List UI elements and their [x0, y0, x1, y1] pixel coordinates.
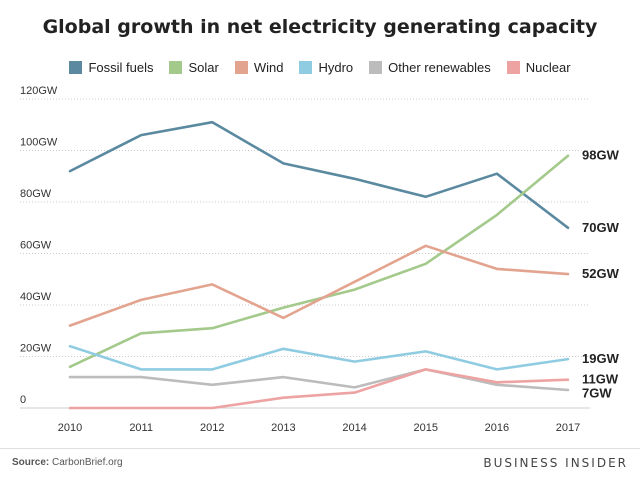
- y-tick-label: 80GW: [20, 188, 52, 200]
- x-tick-label: 2015: [413, 422, 437, 434]
- series-line-solar: [68, 154, 570, 369]
- x-tick-label: 2011: [129, 422, 153, 434]
- x-tick-label: 2012: [200, 422, 224, 434]
- chart-title: Global growth in net electricity generat…: [42, 16, 598, 38]
- legend-label: Wind: [253, 60, 284, 75]
- series-line-nuclear: [68, 368, 570, 410]
- y-tick-label: 0: [20, 394, 26, 406]
- legend-item: Other renewables: [369, 60, 491, 75]
- legend-swatch: [234, 61, 248, 74]
- y-tick-label: 40GW: [20, 291, 52, 303]
- y-tick-label: 120GW: [20, 85, 58, 97]
- end-value-label: 52GW: [582, 266, 620, 281]
- x-tick-label: 2010: [58, 422, 82, 434]
- footer-divider: [0, 448, 640, 449]
- line-chart: 0 20GW 40GW 60GW 80GW 100GW 120GW 2010 2011 2012 2…: [20, 85, 620, 434]
- end-value-label: 19GW: [582, 351, 620, 366]
- series-line-wind: [68, 244, 570, 327]
- x-tick-label: 2013: [271, 422, 295, 434]
- brand-logo: BUSINESS INSIDER: [483, 456, 628, 470]
- x-tick-label: 2014: [342, 422, 366, 434]
- legend-swatch: [69, 61, 83, 74]
- y-tick-label: 100GW: [20, 137, 58, 149]
- legend: Fossil fuels Solar Wind Hydro Other renewabl…: [0, 60, 640, 75]
- series-line-hydro: [68, 344, 570, 371]
- y-tick-label: 60GW: [20, 240, 52, 252]
- x-tick-label: 2017: [556, 422, 580, 434]
- series-line-fossil-fuels: [68, 120, 570, 230]
- series-line-other-renewables: [68, 368, 570, 392]
- legend-item: Solar: [169, 60, 219, 75]
- x-tick-label: 2016: [485, 422, 509, 434]
- end-value-label: 70GW: [582, 220, 620, 235]
- legend-item: Wind: [234, 60, 284, 75]
- source-note: Source: CarbonBrief.org: [12, 457, 123, 468]
- end-value-label: 98GW: [582, 148, 620, 163]
- source-label: Source:: [12, 457, 50, 468]
- source-text: CarbonBrief.org: [52, 457, 123, 468]
- legend-swatch: [299, 61, 313, 74]
- legend-label: Other renewables: [388, 60, 491, 75]
- legend-swatch: [169, 61, 183, 74]
- legend-label: Hydro: [318, 60, 354, 75]
- legend-label: Solar: [188, 60, 219, 75]
- legend-item: Nuclear: [506, 60, 571, 75]
- legend-item: Fossil fuels: [69, 60, 153, 75]
- legend-swatch: [506, 61, 520, 74]
- legend-item: Hydro: [299, 60, 353, 75]
- legend-label: Nuclear: [525, 60, 571, 75]
- legend-label: Fossil fuels: [88, 60, 154, 75]
- legend-swatch: [369, 61, 383, 74]
- y-tick-label: 20GW: [20, 343, 52, 355]
- end-value-label: 11GW: [582, 372, 619, 387]
- end-value-label: 7GW: [582, 386, 612, 401]
